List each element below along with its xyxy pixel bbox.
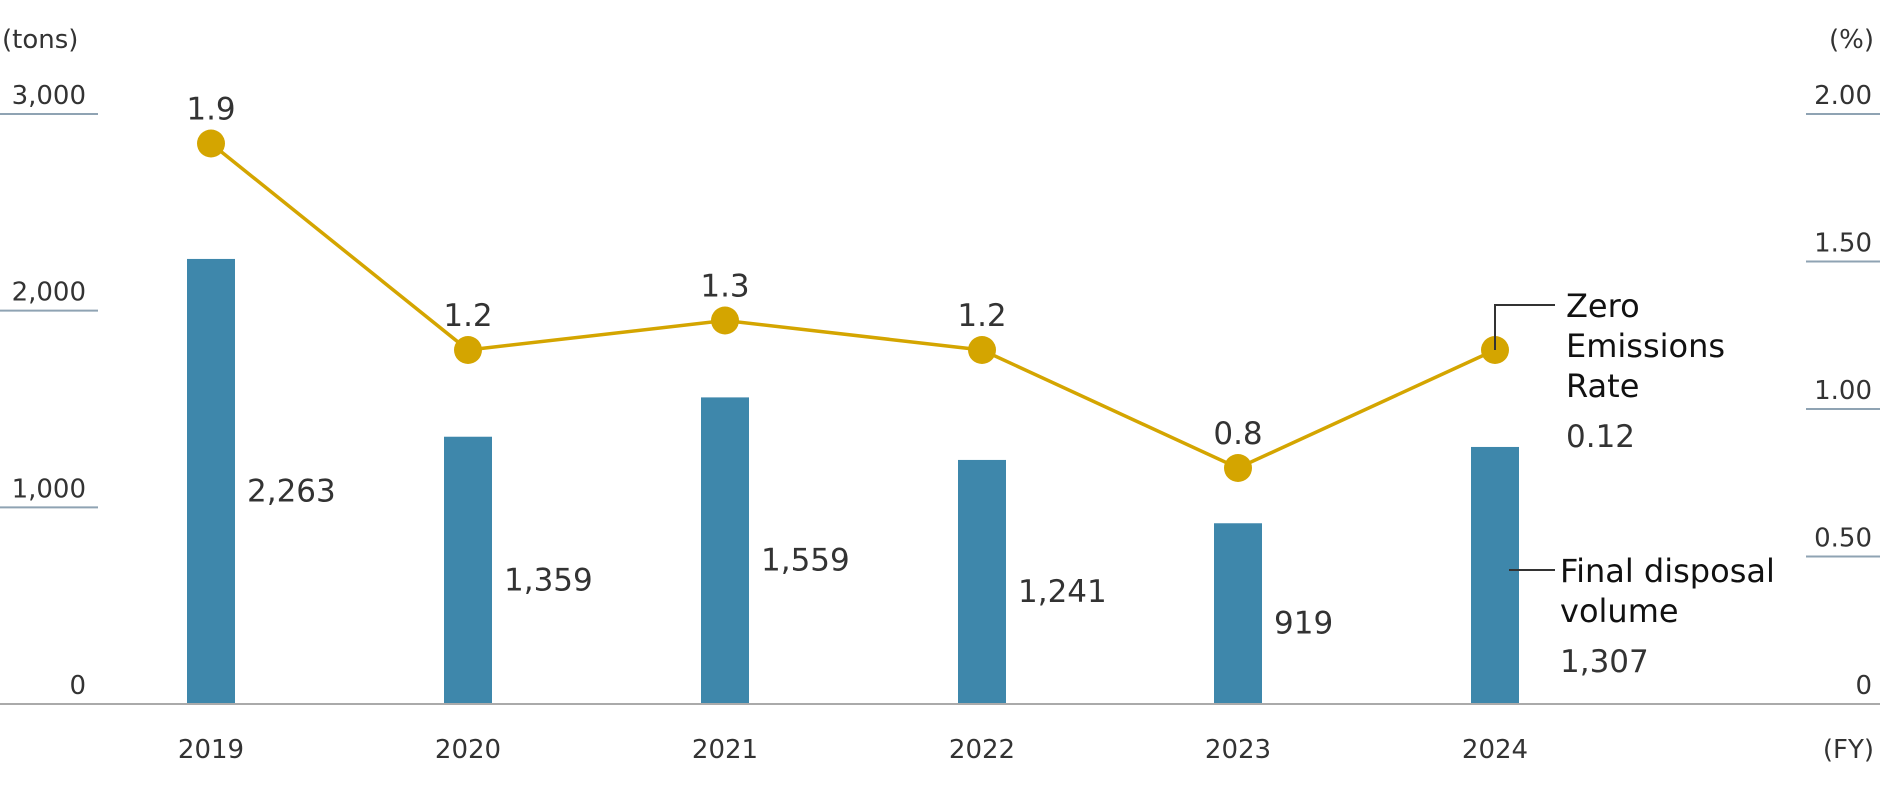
rate-legend-label: Zero	[1566, 287, 1640, 325]
rate-line	[209, 142, 1496, 470]
rate-point-2022	[968, 336, 996, 364]
bar-legend-label: volume	[1560, 592, 1679, 630]
right-tick-label: 0	[1855, 671, 1872, 701]
left-tick-label: 0	[69, 671, 86, 701]
right-tick-label: 1.00	[1814, 376, 1872, 406]
bar-2022	[958, 459, 1006, 704]
rate-value-label: 1.2	[443, 298, 492, 334]
x-tick-label: 2021	[692, 735, 758, 765]
rate-value-label: 1.2	[957, 298, 1006, 334]
right-tick-label: 0.50	[1814, 524, 1872, 554]
bar-value-label: 919	[1274, 606, 1333, 642]
rate-point-2023	[1224, 454, 1252, 482]
rate-point-2021	[711, 306, 739, 335]
right-tick-label: 1.50	[1814, 229, 1872, 259]
rate-value-label: 0.12	[1566, 419, 1635, 455]
bar-value-label: 1,559	[761, 543, 850, 579]
rate-point-2019	[197, 129, 225, 158]
bar-legend-label: Final disposal	[1560, 552, 1775, 590]
rate-value-label: 1.3	[700, 269, 749, 305]
x-tick-label: 2024	[1462, 735, 1528, 765]
bar-value-label: 1,307	[1560, 644, 1649, 680]
bar-2023	[1214, 523, 1262, 704]
x-tick-label: 2019	[178, 735, 244, 765]
rate-value-label: 0.8	[1213, 416, 1262, 452]
right-axis-unit: (%)	[1829, 25, 1874, 55]
bar-2019	[187, 258, 235, 704]
rate-point-2020	[454, 336, 482, 364]
left-tick-label: 2,000	[12, 278, 86, 308]
bar-2024	[1471, 446, 1519, 704]
x-axis-unit: (FY)	[1823, 735, 1874, 765]
x-tick-label: 2023	[1205, 735, 1271, 765]
x-tick-label: 2020	[435, 735, 501, 765]
bar-2021	[701, 397, 749, 704]
rate-legend-label: Rate	[1566, 367, 1639, 405]
rate-legend-label: Emissions	[1566, 327, 1725, 365]
bar-value-label: 1,241	[1018, 574, 1107, 610]
left-axis-unit: (tons)	[2, 25, 78, 55]
bar-value-label: 1,359	[504, 562, 593, 598]
bar-value-label: 2,263	[247, 473, 336, 509]
rate-value-label: 1.9	[186, 92, 235, 128]
left-tick-label: 1,000	[12, 474, 86, 504]
bar-2020	[444, 436, 492, 704]
rate-leader-line	[1494, 304, 1555, 350]
x-tick-label: 2022	[949, 735, 1015, 765]
left-tick-label: 3,000	[12, 81, 86, 111]
right-tick-label: 2.00	[1814, 81, 1872, 111]
